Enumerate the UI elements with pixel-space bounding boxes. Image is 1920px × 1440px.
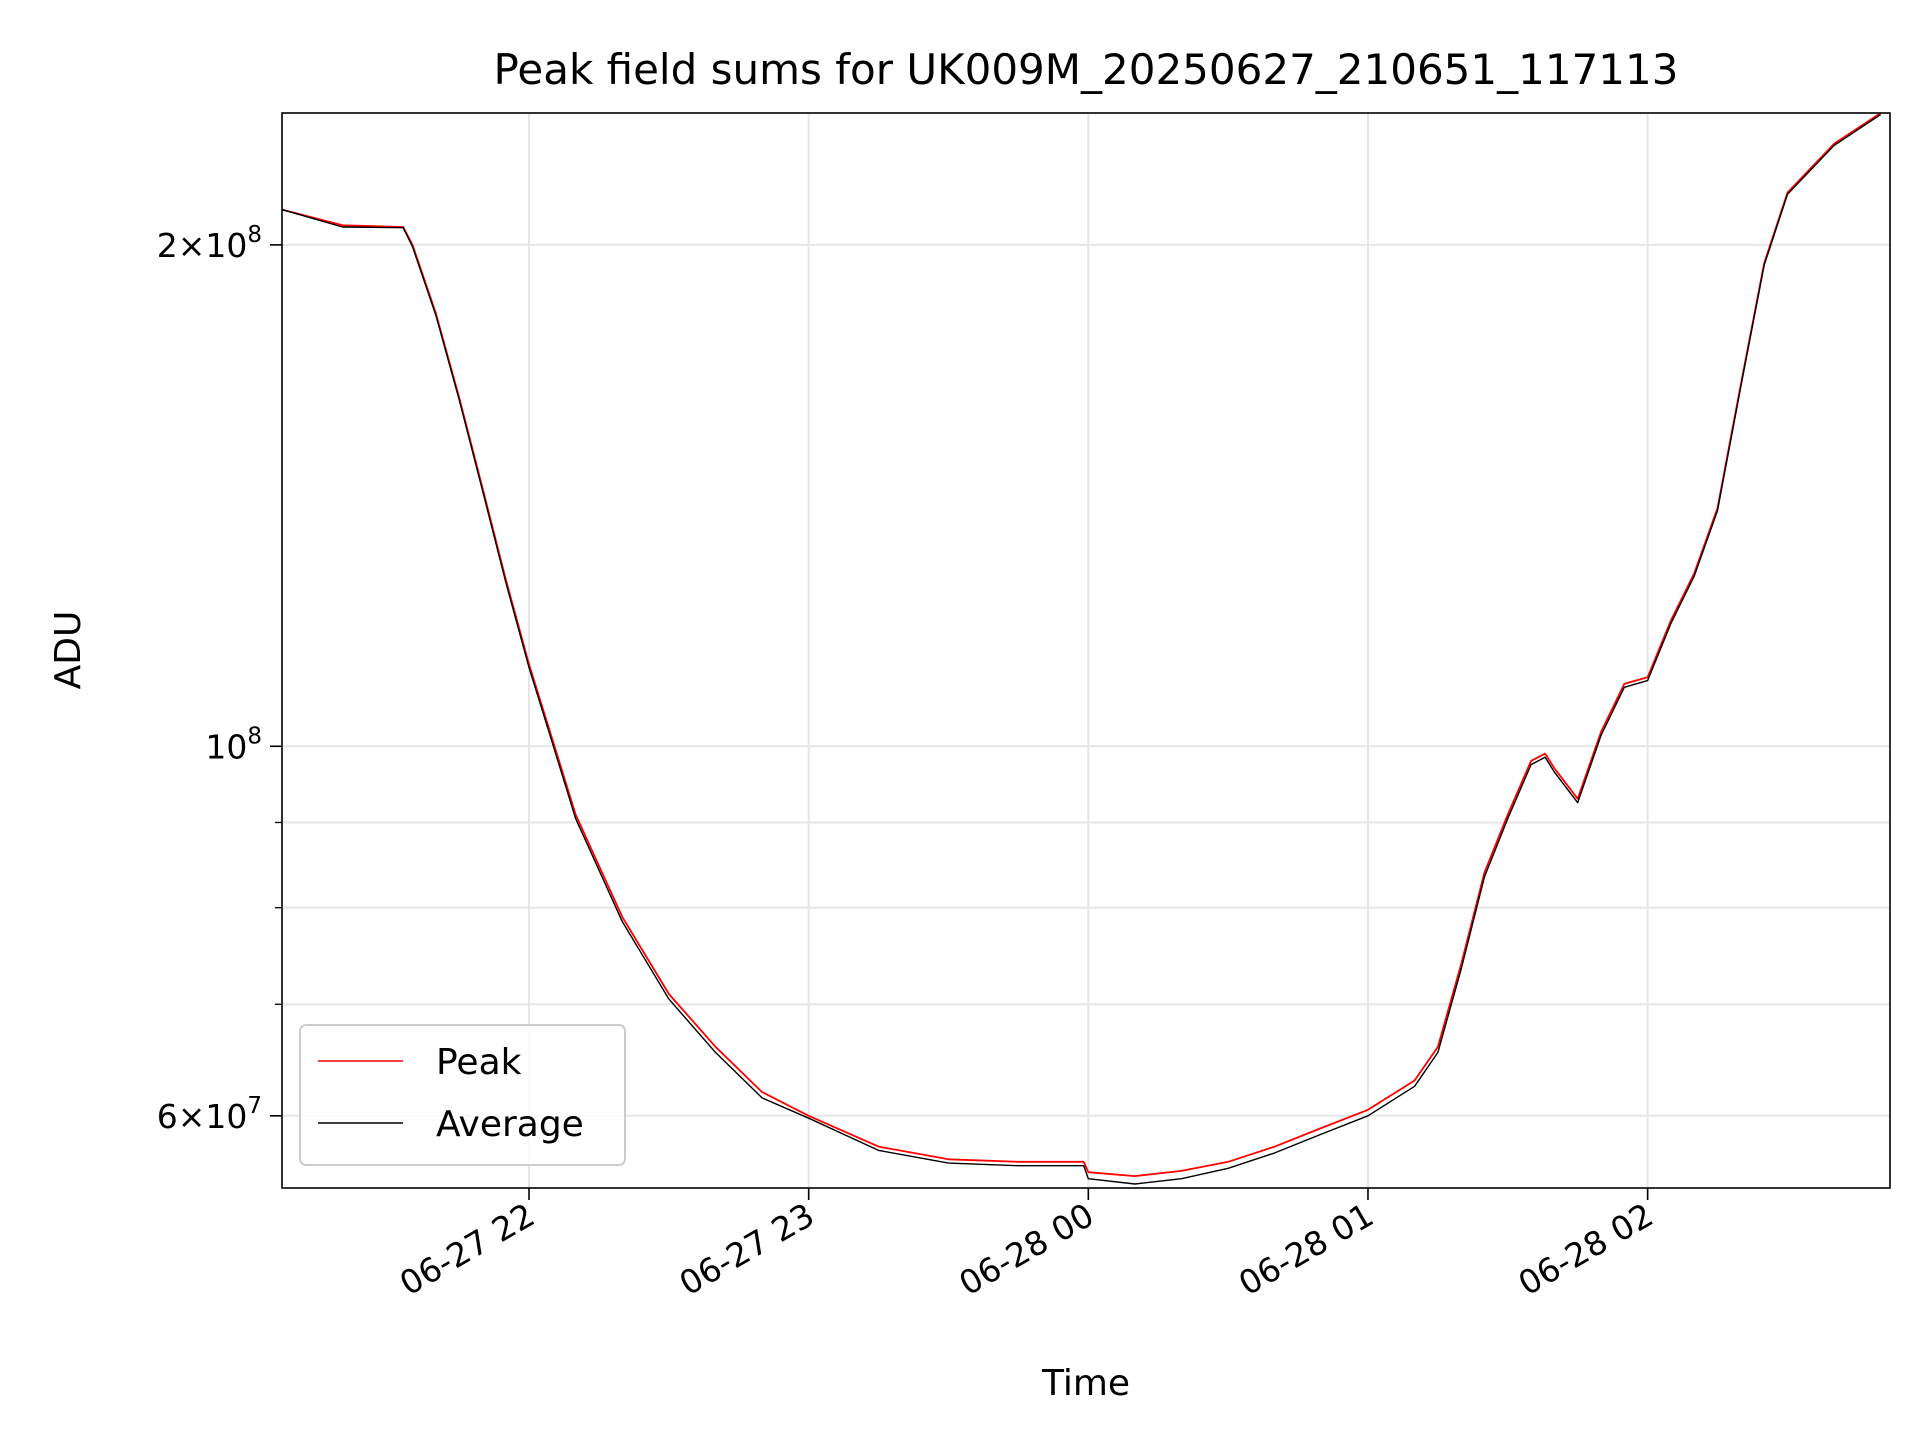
y-tick-exponent: 8	[247, 222, 262, 248]
y-tick-times: ×	[178, 1097, 206, 1136]
legend-average-label: Average	[436, 1104, 584, 1145]
y-tick-mantissa: 2	[157, 226, 178, 265]
legend: Peak Average	[299, 1024, 626, 1166]
y-tick-mantissa: 6	[157, 1097, 178, 1136]
plot-frame	[281, 112, 1891, 1189]
y-tick-times: ×	[178, 226, 206, 265]
y-tick-label: 2×108	[157, 222, 262, 265]
y-tick-exponent: 7	[247, 1093, 262, 1119]
y-tick-label: 6×107	[157, 1093, 262, 1136]
series-line-average	[282, 113, 1882, 1185]
y-tick-base: 10	[205, 1097, 247, 1136]
y-tick-base: 10	[205, 727, 247, 766]
y-axis-label: ADU	[48, 611, 89, 690]
plot-area	[282, 113, 1882, 1185]
y-tick-exponent: 8	[247, 723, 262, 749]
legend-peak-label: Peak	[436, 1042, 522, 1083]
x-axis-label: Time	[1041, 1363, 1130, 1404]
chart-title: Peak field sums for UK009M_20250627_2106…	[494, 45, 1679, 94]
y-tick-label: 108	[205, 723, 262, 766]
y-tick-base: 10	[205, 226, 247, 265]
series-line-peak	[282, 113, 1882, 1177]
legend-box	[299, 1024, 626, 1166]
